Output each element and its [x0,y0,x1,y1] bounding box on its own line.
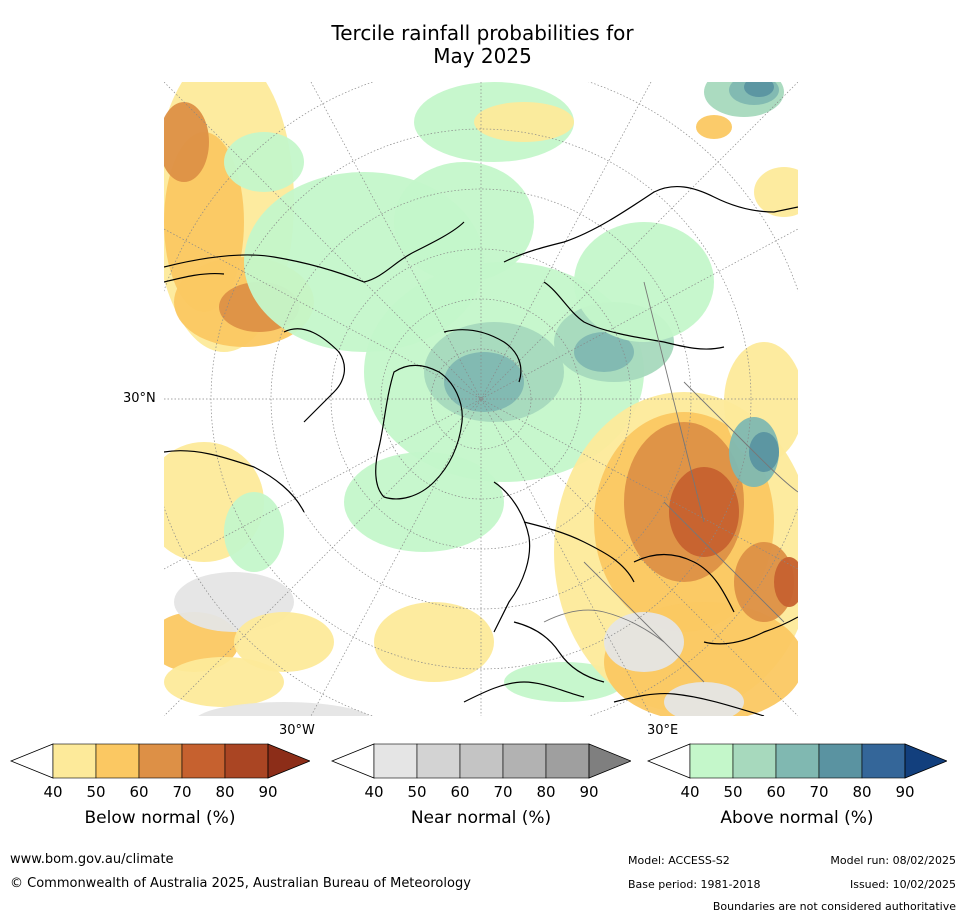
colorbar-swatch [138,743,183,779]
shading-region [604,612,684,672]
shading-region [749,432,779,472]
colorbar-tick-label: 80 [536,783,556,801]
colorbar-min-extend [646,743,691,779]
colorbar-tick-label: 60 [450,783,470,801]
near-normal-colorbar: 40 50 60 70 80 90 [330,743,633,801]
issued-date: Issued: 10/02/2025 [849,878,956,891]
colorbar-swatch [52,743,97,779]
map-title-line1: Tercile rainfall probabilities for [331,21,634,45]
colorbar-swatch [416,743,461,779]
colorbar-swatch [775,743,820,779]
below-normal-colorbar: 40 50 60 70 80 90 [9,743,312,801]
probability-shading [164,82,798,716]
shading-region [744,82,774,97]
lat-30n-label: 30°N [123,391,156,406]
lon-30e-label: 30°E [647,723,679,738]
polar-map-canvas [164,82,798,716]
colorbar-swatch [818,743,863,779]
colorbar-tick-label: 70 [493,783,513,801]
shading-region [234,612,334,672]
model-run-date: Model run: 08/02/2025 [830,854,956,867]
colorbar-swatch [732,743,777,779]
colorbar-tick-label: 40 [680,783,700,801]
shading-region [224,492,284,572]
shading-region [344,452,504,552]
colorbar-tick-label: 40 [43,783,63,801]
colorbar-tick-label: 50 [723,783,743,801]
shading-region [474,102,574,142]
polar-map[interactable]: 30°N 30°W 30°E [123,82,798,738]
shading-region [734,542,794,622]
model-name: Model: ACCESS-S2 [628,854,730,867]
copyright-notice: © Commonwealth of Australia 2025, Austra… [10,876,471,891]
map-title-line2: May 2025 [433,44,532,68]
colorbar-tick-label: 50 [86,783,106,801]
colorbar-tick-label: 90 [579,783,599,801]
colorbar-swatch [689,743,734,779]
shading-region [696,115,732,139]
colorbar-swatch [459,743,504,779]
colorbar-swatch [502,743,547,779]
country-borders [543,281,798,683]
colorbar-swatch [181,743,226,779]
colorbar-tick-label: 60 [129,783,149,801]
boundaries-disclaimer: Boundaries are not considered authoritat… [712,900,956,913]
colorbar-swatch [373,743,418,779]
below-normal-label: Below normal (%) [84,808,236,828]
colorbar-max-extend [267,743,312,779]
colorbar-swatch [224,743,269,779]
lon-30w-label: 30°W [279,723,315,738]
near-normal-label: Near normal (%) [410,808,552,828]
below-normal-colorbar-swatches [9,743,312,779]
colorbar-max-extend [904,743,949,779]
colorbar-tick-label: 70 [809,783,829,801]
shading-region [164,657,284,707]
colorbar-swatch [95,743,140,779]
colorbar-tick-label: 70 [172,783,192,801]
colorbar-tick-label: 80 [852,783,872,801]
colorbar-tick-label: 40 [364,783,384,801]
colorbar-swatch [545,743,590,779]
shading-region [198,702,370,716]
above-normal-colorbar-swatches [646,743,949,779]
colorbar-swatch [861,743,906,779]
shading-region [224,132,304,192]
colorbar-tick-label: 90 [895,783,915,801]
shading-region [444,352,524,412]
coastlines [164,186,798,716]
colorbar-tick-label: 60 [766,783,786,801]
colorbar-tick-label: 90 [258,783,278,801]
base-period: Base period: 1981-2018 [628,878,761,891]
shading-region [374,602,494,682]
shading-region [574,332,634,372]
colorbar-tick-label: 80 [215,783,235,801]
above-normal-colorbar: 40 50 60 70 80 90 [646,743,949,801]
shading-region [504,662,624,702]
above-normal-label: Above normal (%) [720,808,874,828]
colorbar-max-extend [588,743,633,779]
near-normal-colorbar-swatches [330,743,633,779]
colorbar-min-extend [330,743,375,779]
shading-region [669,467,739,557]
colorbar-min-extend [9,743,54,779]
shading-region [754,167,798,217]
shading-region [774,557,798,607]
colorbar-tick-label: 50 [407,783,427,801]
bom-website-link[interactable]: www.bom.gov.au/climate [10,852,174,867]
shading-region [164,102,209,182]
